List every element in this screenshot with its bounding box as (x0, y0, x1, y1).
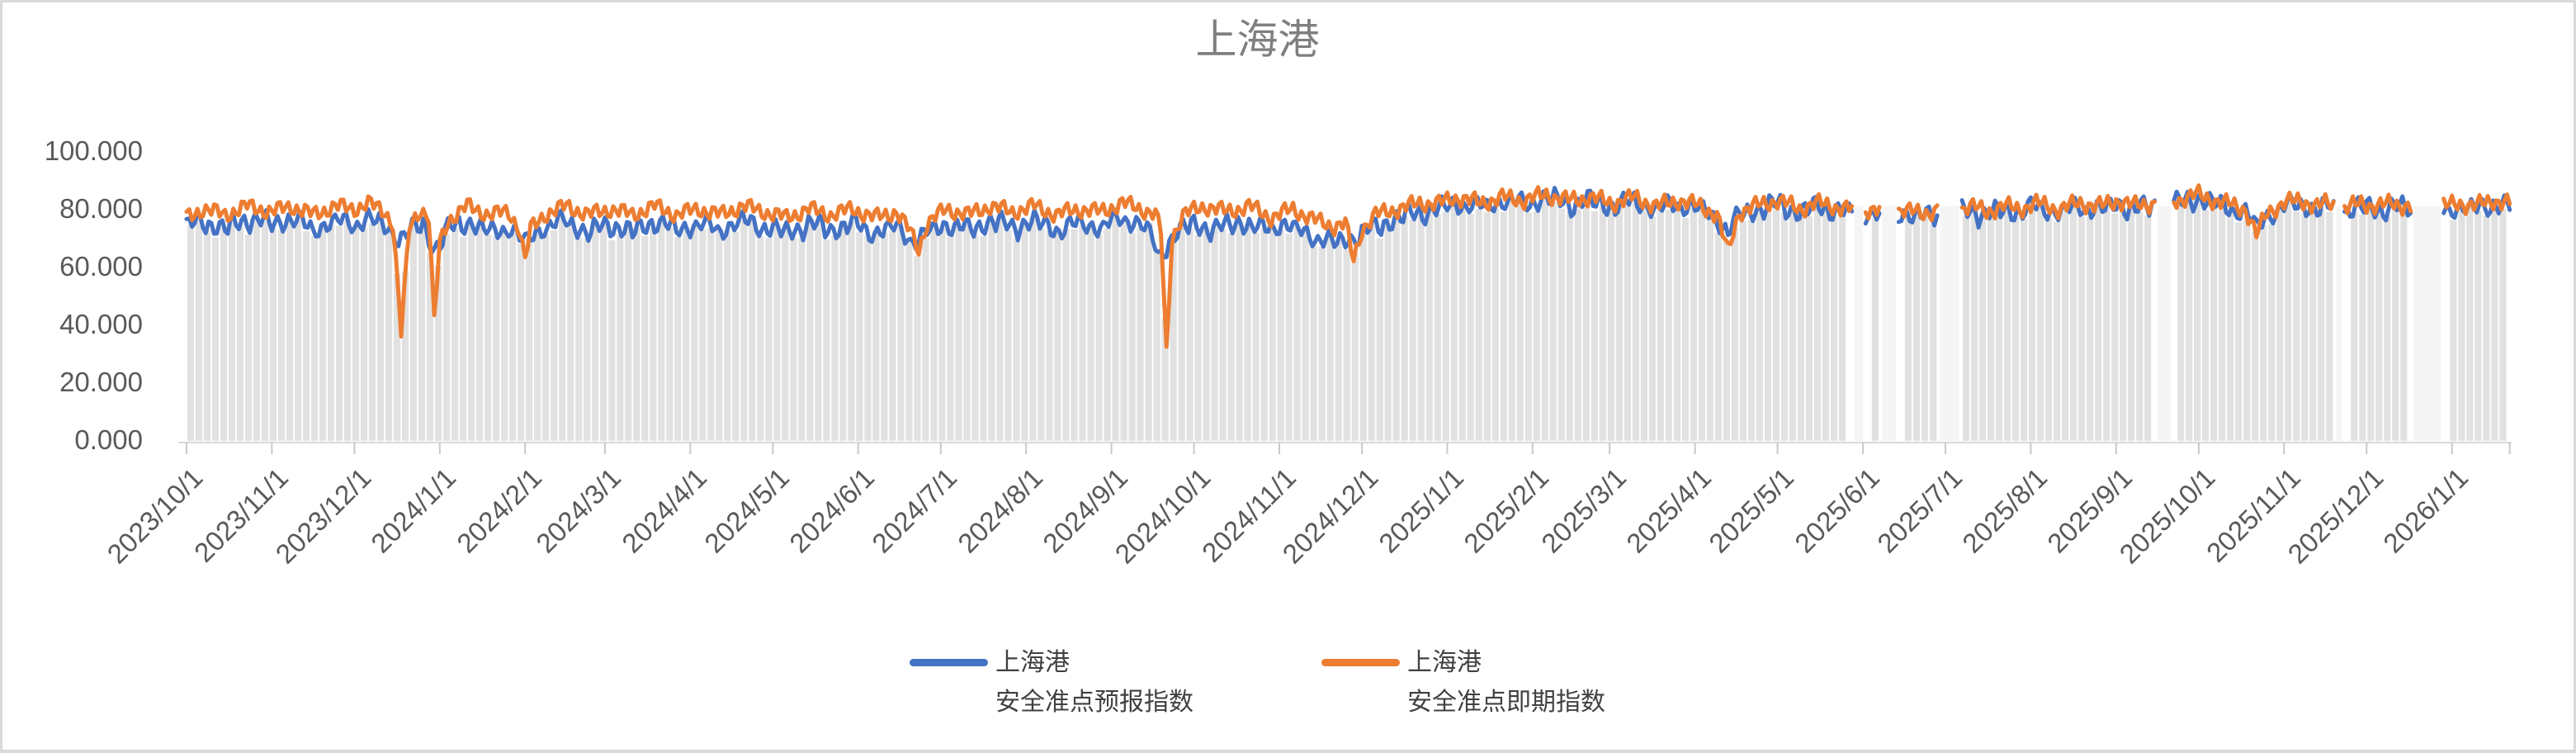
series-line-spot (184, 183, 2512, 349)
y-axis-tick-label: 0.000 (74, 424, 143, 455)
x-axis-line (178, 442, 2512, 454)
chart-title: 上海港 (1195, 17, 1320, 63)
legend-label-forecast-line1: 上海港 (995, 649, 1070, 676)
legend: 上海港 安全准点预报指数 上海港 安全准点即期指数 (2, 643, 2512, 722)
legend-label-forecast-line2: 安全准点预报指数 (995, 689, 1193, 716)
legend-swatch-forecast-line (910, 659, 988, 666)
data-gap-bands (1855, 206, 2441, 441)
y-axis-tick-label: 40.000 (59, 309, 143, 339)
y-axis-tick-label: 20.000 (59, 367, 143, 397)
legend-label-forecast: 上海港 安全准点预报指数 (995, 643, 1193, 722)
y-axis-tick-label: 80.000 (59, 193, 143, 224)
background-columns (187, 193, 2507, 442)
y-axis-tick-label: 100.000 (44, 135, 143, 166)
legend-swatch-spot-line (1321, 659, 1400, 666)
legend-label-spot: 上海港 安全准点即期指数 (1407, 643, 1605, 722)
legend-label-spot-line1: 上海港 (1407, 649, 1482, 676)
legend-label-spot-line2: 安全准点即期指数 (1407, 689, 1605, 716)
legend-item-forecast: 上海港 安全准点预报指数 (910, 643, 1193, 722)
legend-item-spot: 上海港 安全准点即期指数 (1321, 643, 1605, 722)
y-axis-tick-label: 60.000 (59, 251, 143, 282)
